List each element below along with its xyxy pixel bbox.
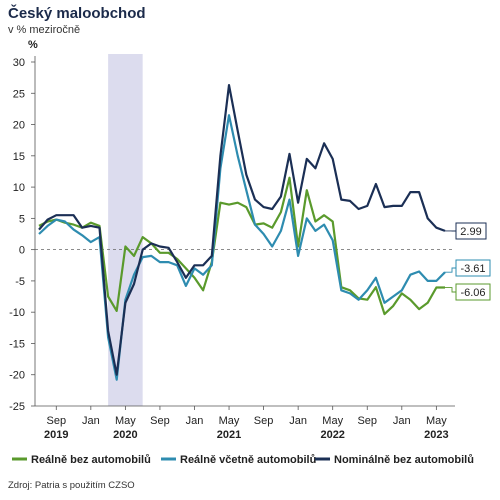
- x-year-label: 2020: [113, 429, 137, 441]
- y-tick-label: 0: [19, 245, 25, 257]
- chart-subtitle: v % meziročně: [8, 24, 81, 36]
- y-tick-label: -5: [15, 276, 25, 288]
- x-year-label: 2023: [424, 429, 448, 441]
- legend-label-0: Reálně bez automobilů: [31, 454, 151, 466]
- y-axis-unit: %: [28, 39, 38, 51]
- y-tick-label: -10: [9, 307, 25, 319]
- end-label-box: [455, 259, 491, 277]
- y-tick-label: 15: [13, 151, 25, 163]
- series-line-0: [38, 176, 445, 316]
- x-tick-label: May: [219, 415, 240, 427]
- legend-label-2: Nominálně bez automobilů: [334, 454, 474, 466]
- x-tick-label: May: [426, 415, 447, 427]
- y-tick-label: 25: [13, 88, 25, 100]
- x-tick-label: Sep: [357, 415, 377, 427]
- y-tick-label: 10: [13, 182, 25, 194]
- x-tick-label: May: [115, 415, 136, 427]
- x-tick-label: Sep: [46, 415, 66, 427]
- x-tick-label: Sep: [254, 415, 274, 427]
- chart-title: Český maloobchod: [8, 5, 146, 22]
- y-tick-label: 5: [19, 213, 25, 225]
- x-year-label: 2019: [44, 429, 68, 441]
- end-label-leader: [445, 287, 456, 293]
- x-tick-label: Sep: [150, 415, 170, 427]
- x-year-label: 2021: [217, 429, 241, 441]
- end-label-box: [455, 283, 491, 301]
- series-line-2: [38, 83, 446, 376]
- x-tick-label: Jan: [393, 415, 411, 427]
- x-tick-label: Jan: [186, 415, 204, 427]
- legend-label-1: Reálně včetně automobilů: [180, 454, 316, 466]
- x-tick-label: Jan: [82, 415, 100, 427]
- end-label-value: 2.99: [460, 226, 481, 238]
- end-label-value: -6.06: [460, 287, 485, 299]
- end-label-box: [455, 222, 487, 240]
- y-tick-label: -25: [9, 401, 25, 413]
- x-tick-label: May: [322, 415, 343, 427]
- y-tick-label: 30: [13, 57, 25, 69]
- y-tick-label: -20: [9, 370, 25, 382]
- y-tick-label: 20: [13, 120, 25, 132]
- chart-source: Zdroj: Patria s použitím CZSO: [8, 480, 135, 491]
- end-label-leader: [445, 267, 456, 273]
- shaded-period: [108, 54, 143, 406]
- end-label-value: -3.61: [460, 263, 485, 275]
- x-year-label: 2022: [320, 429, 344, 441]
- y-tick-label: -15: [9, 338, 25, 350]
- x-tick-label: Jan: [289, 415, 307, 427]
